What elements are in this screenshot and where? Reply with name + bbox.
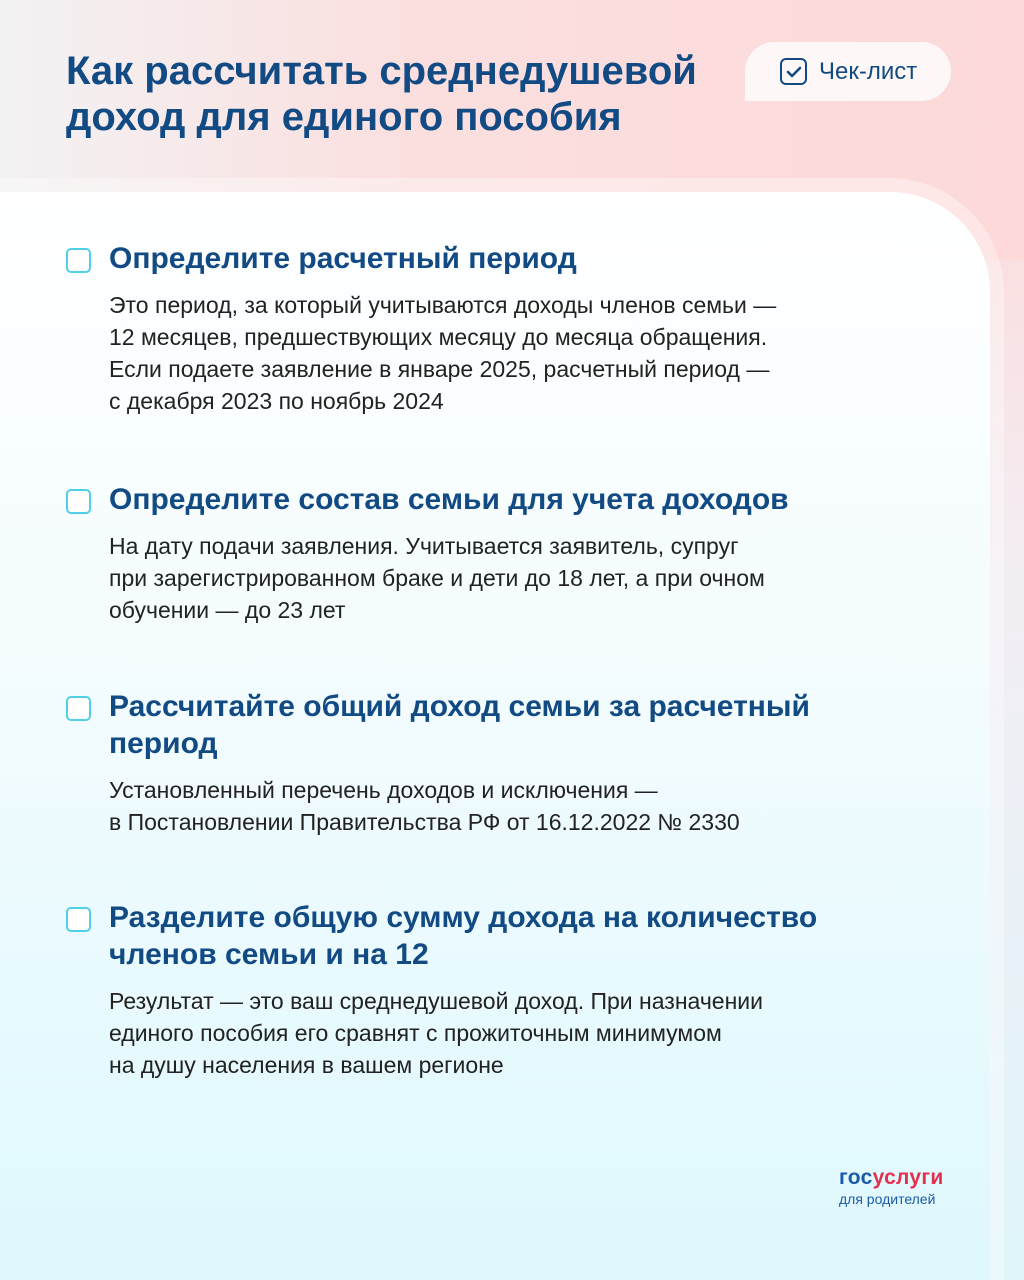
checkbox-icon: [66, 489, 91, 514]
badge-label: Чек-лист: [819, 57, 918, 85]
checkbox-checked-icon: [780, 58, 807, 85]
checklist-item: Определите состав семьи для учета доходо…: [66, 481, 896, 626]
item-text: На дату подачи заявления. Учитывается за…: [109, 533, 765, 623]
item-title: Определите состав семьи для учета доходо…: [109, 483, 789, 516]
logo-part1: гос: [839, 1166, 873, 1189]
item-title: Определите расчетный период: [109, 242, 577, 275]
logo-part2: услуги: [872, 1166, 944, 1189]
item-title: Разделите общую сумму дохода на количест…: [109, 901, 818, 971]
checklist-item: Рассчитайте общий доход семьи за расчетн…: [66, 688, 846, 838]
checkbox-icon: [66, 696, 91, 721]
checklist-badge: Чек-лист: [745, 42, 951, 101]
gosuslugi-logo: госуслуги для родителей: [839, 1166, 944, 1207]
logo-subtitle: для родителей: [839, 1191, 936, 1207]
checkbox-icon: [66, 248, 91, 273]
item-text: Результат — это ваш среднедушевой доход.…: [109, 988, 763, 1078]
item-text: Установленный перечень доходов и исключе…: [109, 777, 740, 835]
page-title: Как рассчитать среднедушевой доход для е…: [66, 49, 697, 139]
checklist-item: Разделите общую сумму дохода на количест…: [66, 899, 866, 1081]
item-title: Рассчитайте общий доход семьи за расчетн…: [109, 690, 810, 760]
content-card: [0, 192, 990, 1280]
checkbox-icon: [66, 907, 91, 932]
item-text: Это период, за который учитываются доход…: [109, 292, 777, 414]
checklist-item: Определите расчетный период Это период, …: [66, 240, 896, 417]
